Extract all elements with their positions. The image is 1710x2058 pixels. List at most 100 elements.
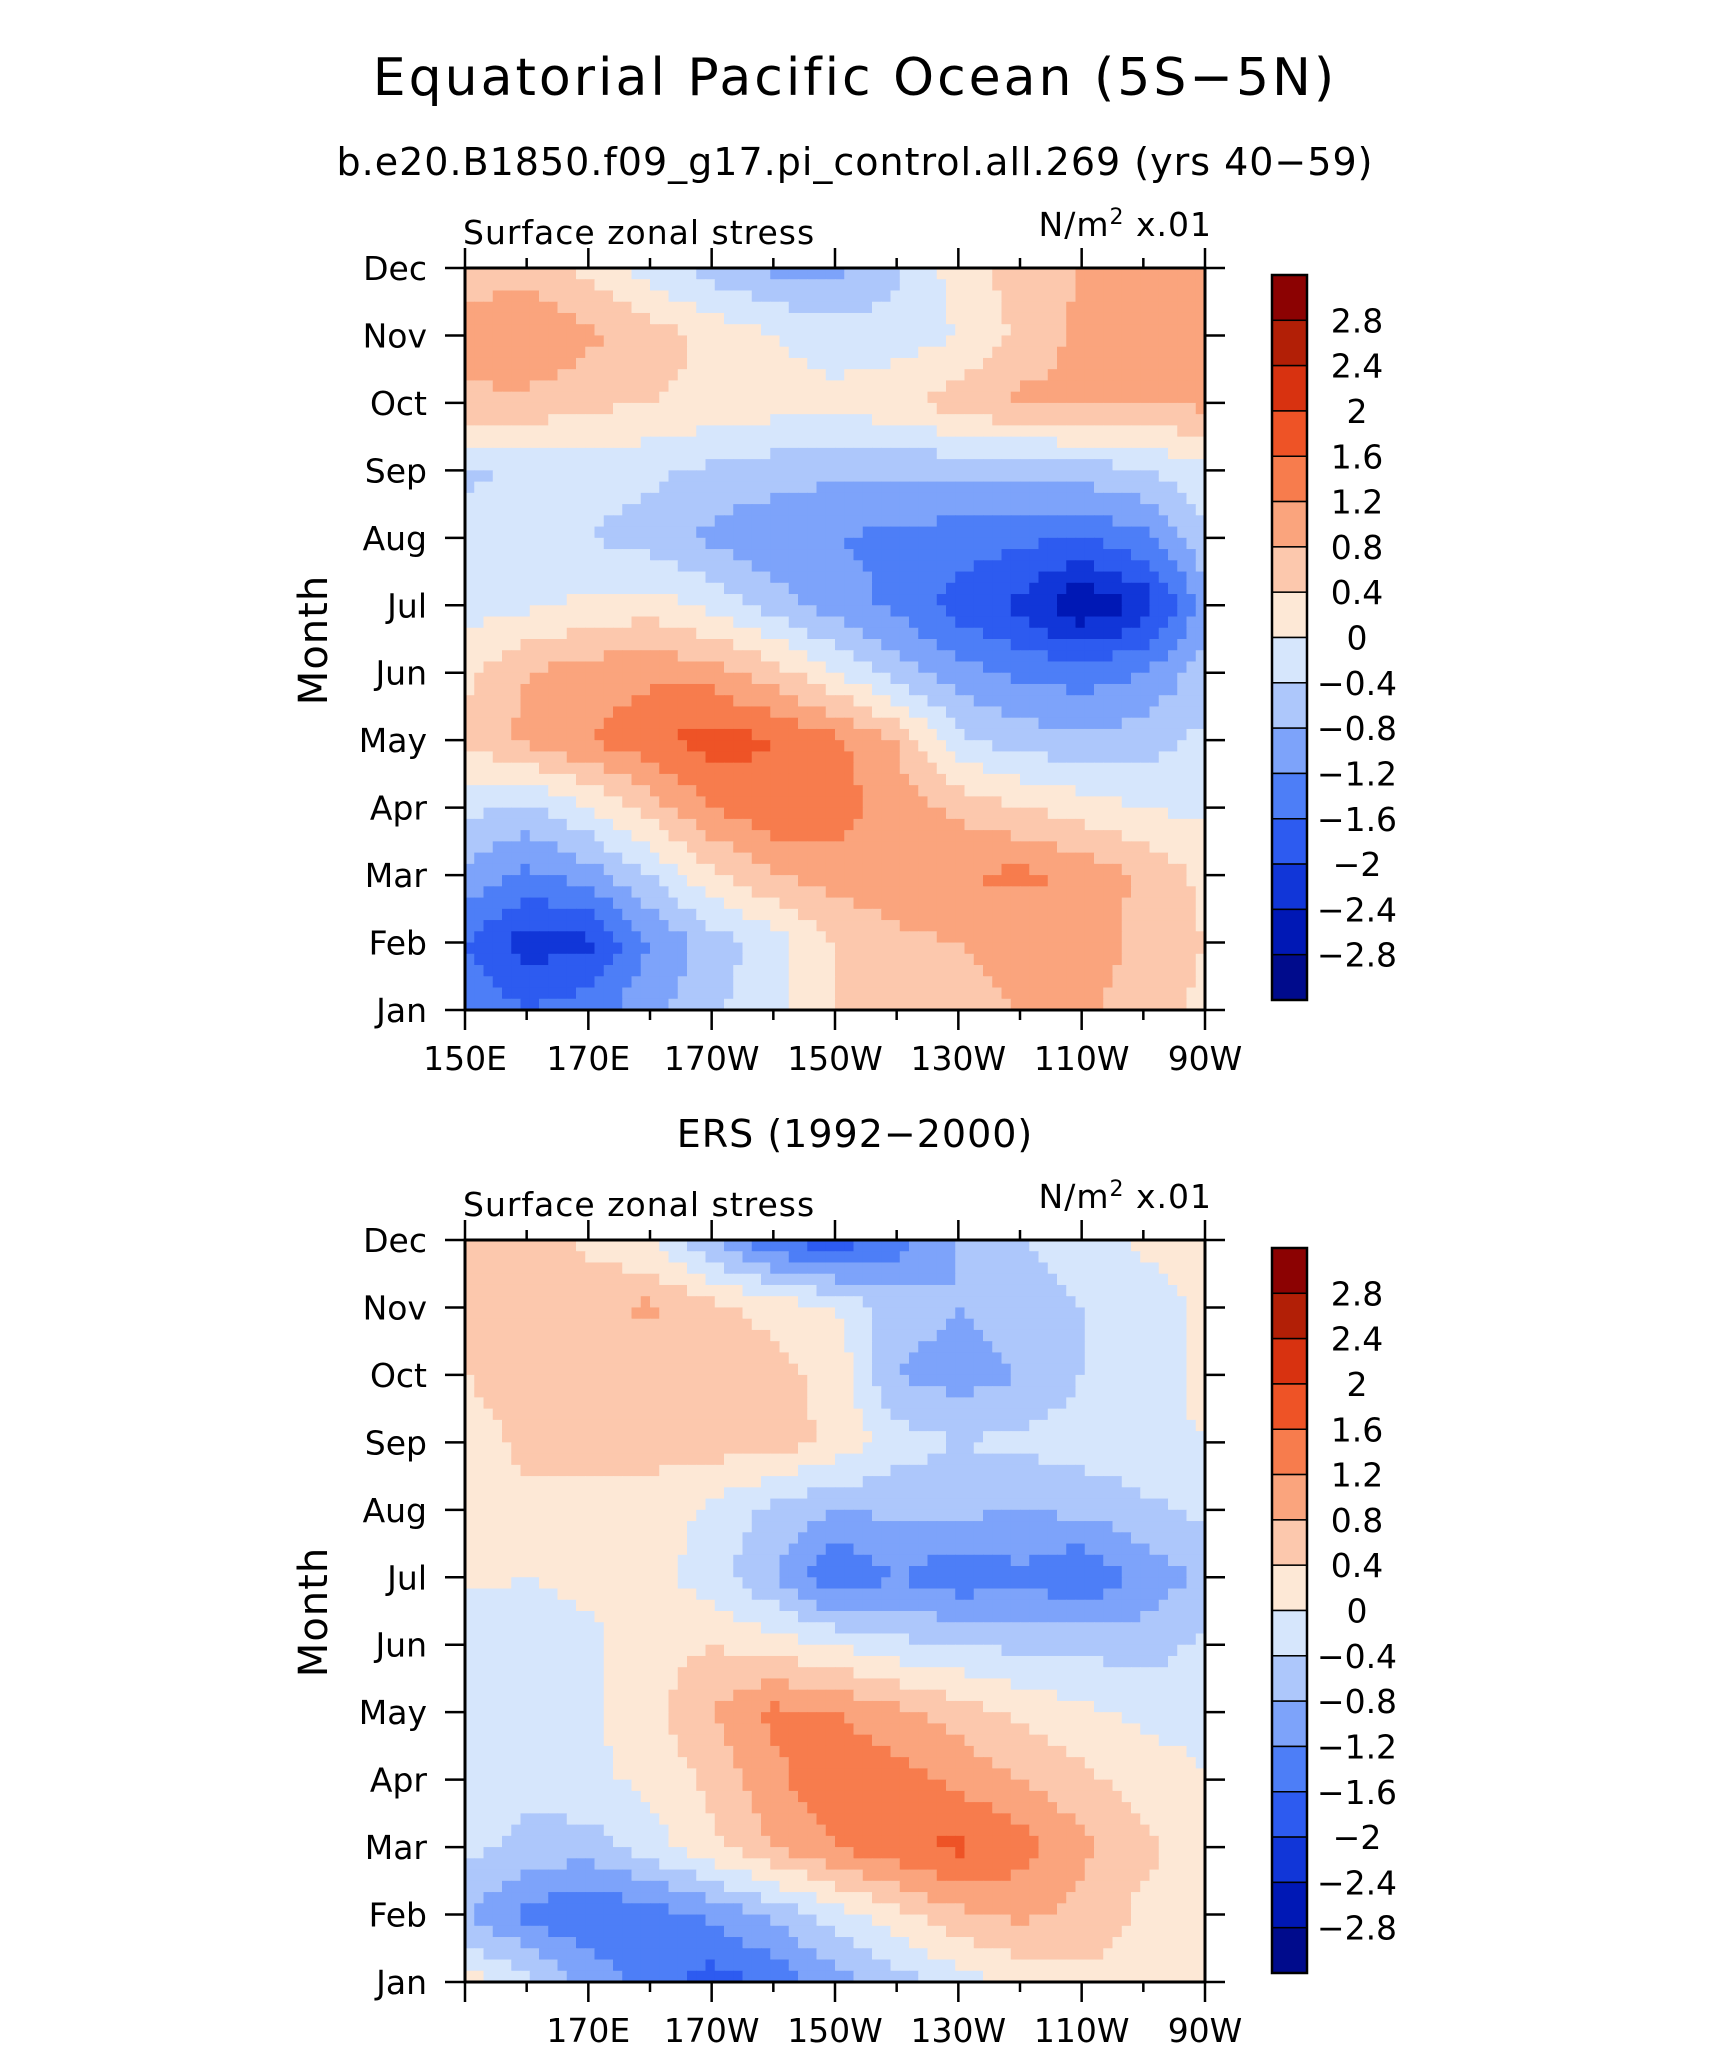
heat-cell <box>696 931 707 944</box>
heat-cell <box>677 605 688 618</box>
heat-cell <box>1195 661 1206 674</box>
heat-cell <box>714 706 725 719</box>
heat-cell <box>1010 470 1021 483</box>
heat-cell <box>1121 740 1132 753</box>
heat-cell <box>936 301 947 314</box>
heat-cell <box>1112 706 1123 719</box>
heat-cell <box>1158 740 1169 753</box>
heat-cell <box>474 492 485 505</box>
heat-cell <box>946 672 956 685</box>
heat-cell <box>733 717 744 730</box>
heat-cell <box>899 706 910 719</box>
heat-cell <box>835 290 845 303</box>
heat-cell <box>825 357 836 370</box>
heat-cell <box>862 290 873 303</box>
heat-cell <box>761 863 771 876</box>
heat-cell <box>927 818 938 831</box>
heat-cell <box>1186 391 1197 404</box>
heat-cell <box>983 357 993 370</box>
heat-cell <box>502 459 512 471</box>
heat-cell <box>807 402 818 415</box>
heat-cell <box>798 661 808 674</box>
heat-cell <box>687 672 697 685</box>
heat-cell <box>659 875 670 887</box>
heat-cell <box>1094 942 1104 955</box>
heat-cell <box>1047 526 1058 539</box>
heat-cell <box>483 807 494 820</box>
heat-cell <box>677 582 688 595</box>
heat-cell <box>825 740 836 753</box>
heat-cell <box>862 335 873 348</box>
heat-cell <box>585 751 596 764</box>
heat-cell <box>659 268 670 280</box>
heat-cell <box>511 357 522 370</box>
heat-cell <box>890 942 901 955</box>
heat-cell <box>807 695 818 708</box>
heat-cell <box>1131 773 1141 786</box>
heat-cell <box>687 953 697 966</box>
heat-cell <box>973 740 984 753</box>
heat-cell <box>1168 875 1178 887</box>
heat-cell <box>825 773 836 786</box>
heat-cell <box>890 841 901 854</box>
heat-cell <box>844 785 855 797</box>
heat-cell <box>788 841 799 854</box>
heat-cell <box>1047 616 1058 629</box>
heat-cell <box>613 290 623 303</box>
heat-cell <box>520 560 531 573</box>
heat-cell <box>1168 312 1178 325</box>
heat-cell <box>1038 886 1049 899</box>
heat-cell <box>1084 661 1095 674</box>
heat-cell <box>761 492 771 505</box>
heat-cell <box>650 616 660 629</box>
heat-cell <box>622 357 633 370</box>
heat-cell <box>668 515 679 528</box>
heat-cell <box>594 627 605 640</box>
heat-cell <box>899 661 910 674</box>
heat-cell <box>835 852 845 865</box>
heat-cell <box>1057 650 1067 663</box>
heat-cell <box>955 785 966 797</box>
heat-cell <box>936 504 947 516</box>
heat-cell <box>1010 582 1021 595</box>
heat-cell <box>677 335 688 348</box>
heat-cell <box>798 571 808 584</box>
heat-cell <box>1029 312 1040 325</box>
heat-cell <box>1186 773 1197 786</box>
heat-cell <box>511 942 522 955</box>
heat-cell <box>1066 560 1077 573</box>
heat-cell <box>955 279 966 292</box>
heat-cell <box>1001 706 1012 719</box>
heat-cell <box>835 886 845 899</box>
heat-cell <box>1112 369 1123 382</box>
heat-cell <box>983 481 993 494</box>
heat-cell <box>1084 380 1095 393</box>
heat-cell <box>613 683 623 696</box>
heat-cell <box>1103 920 1114 932</box>
heat-cell <box>862 447 873 460</box>
heat-cell <box>668 560 679 573</box>
heat-cell <box>1075 661 1086 674</box>
heat-cell <box>585 594 596 606</box>
heat-cell <box>502 706 512 719</box>
heat-cell <box>724 875 734 887</box>
heat-cell <box>576 268 586 280</box>
heat-cell <box>668 324 679 337</box>
heat-cell <box>492 841 503 854</box>
heat-cell <box>724 481 734 494</box>
heat-cell <box>622 571 633 584</box>
heat-cell <box>714 773 725 786</box>
heat-cell <box>1168 706 1178 719</box>
heat-cell <box>733 841 744 854</box>
heat-cell <box>1020 447 1030 460</box>
heat-cell <box>816 290 827 303</box>
heat-cell <box>1140 436 1151 449</box>
heat-cell <box>1001 301 1012 314</box>
heat-cell <box>835 661 845 674</box>
heat-cell <box>1010 605 1021 618</box>
heat-cell <box>1186 616 1197 629</box>
heat-cell <box>779 875 790 887</box>
heat-cell <box>640 605 651 618</box>
heat-cell <box>825 515 836 528</box>
heat-cell <box>872 492 882 505</box>
